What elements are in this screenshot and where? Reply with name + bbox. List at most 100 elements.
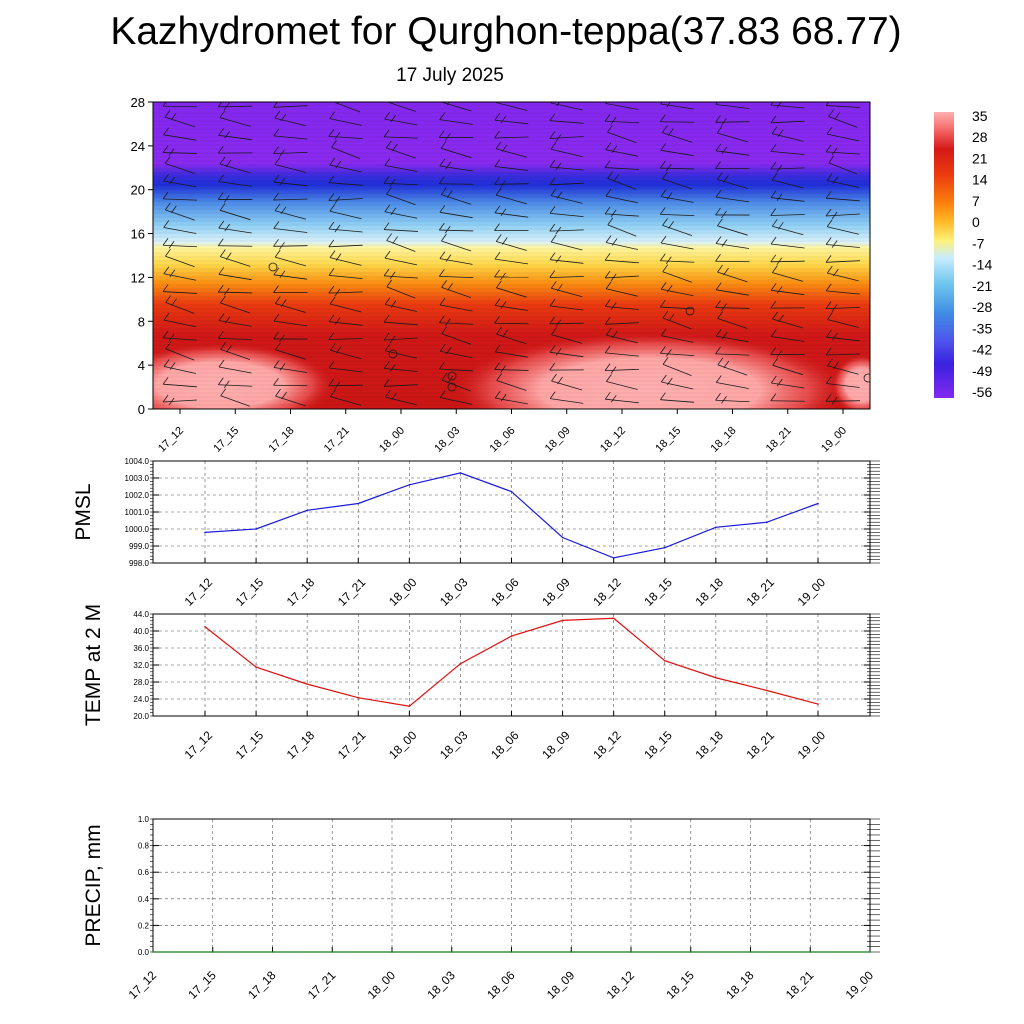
wind-barb [882,274,914,281]
wind-barb [884,256,913,267]
wind-barb-flag [110,156,115,163]
wind-barb [661,335,694,343]
wind-barb-flag [715,143,722,152]
wind-barb [771,133,804,142]
wind-barb-flag [218,220,225,229]
wind-barb-flag [279,242,285,250]
x-tick-label: 18_06 [488,575,522,609]
x-tick-label: 18_12 [590,575,624,609]
wind-barb [715,353,750,356]
wind-barb [770,150,805,156]
wind-barb [771,382,805,389]
wind-barb [331,147,361,159]
wind-barb-flag [444,225,451,234]
wind-barb [770,104,805,109]
wind-barb-flag [274,110,281,119]
wind-barb [770,167,805,170]
wind-barb-flag [881,395,886,402]
wind-barb [660,149,694,157]
wind-barb-flag [832,176,839,184]
wind-barb [881,384,915,387]
wind-barb [273,105,308,108]
wind-barb-flag [169,362,176,370]
x-tick-label: 19_00 [795,728,829,762]
wind-barb-flag [494,344,501,353]
wind-barb-flag [721,303,727,311]
colorbar-label: 35 [972,108,988,124]
wind-barb-flag [888,223,893,230]
wind-barb [828,116,858,128]
y-axis-label: PMSL [72,483,95,540]
wind-barb-flag [439,112,446,120]
wind-barb-flag [665,256,672,264]
wind-barb [384,304,418,312]
wind-barb-flag [220,388,227,396]
wind-barb-flag [770,102,774,106]
wind-barb-flag [884,156,889,163]
wind-barb-flag [716,125,723,134]
wind-barb-flag [329,343,336,351]
wind-barb-flag [715,161,721,169]
y-tick-label: 0.6 [138,868,150,877]
wind-barb-flag [776,257,783,266]
wind-barb-flag [273,267,280,276]
wind-barb-flag [611,238,618,246]
wind-barb [660,196,694,203]
wind-barb [218,227,252,234]
wind-barb-flag [329,157,336,166]
wind-barb-flag [827,312,833,320]
x-tick-label: 17_12 [182,575,216,609]
wind-barb-flag [881,284,886,291]
wind-barb [605,259,639,264]
wind-barb-flag [717,218,723,227]
wind-barb-flag [328,378,335,387]
colorbar-label: -21 [972,278,992,294]
wind-barb-flag [881,145,886,152]
wind-barb [441,147,472,159]
wind-barb-flag [275,388,281,397]
wind-barb [494,305,529,311]
wind-barb [549,182,584,186]
x-tick-label: 18_18 [723,968,757,1002]
wind-barb [163,319,197,328]
wind-barb [605,398,639,404]
wind-barb-flag [778,314,784,323]
wind-barb [219,117,251,127]
wind-barb-flag [660,346,666,354]
wind-barb-flag [776,286,783,294]
x-tick-label: 18_03 [437,575,471,609]
wind-barb-flag [224,223,231,232]
wind-barb [662,317,692,330]
wind-barb-flag [717,264,723,273]
wind-barb-flag [881,349,886,356]
wind-barb [386,193,416,206]
page-title: Kazhydromet for Qurghon-teppa(37.83 68.7… [110,10,902,53]
colorbar-label: 0 [972,214,980,230]
y-tick-label: 20 [131,183,145,198]
wind-barb [717,132,748,143]
wind-barb [660,167,695,170]
wind-barb-flag [825,144,832,153]
wind-barb-flag [715,115,721,123]
wind-barb-flag [715,375,722,383]
wind-barb [384,136,418,139]
wind-barb-flag [887,102,892,109]
wind-barb-flag [280,113,287,122]
wind-barb [881,245,915,247]
wind-barb-flag [776,193,783,201]
wind-barb [550,398,584,404]
wind-barb [384,165,418,172]
wind-barb-flag [662,357,669,365]
wind-barb-flag [330,389,336,397]
wind-barb-flag [555,134,562,142]
wind-barb-flag [662,264,669,272]
wind-barb [164,116,196,128]
wind-barb [386,240,416,252]
wind-barb-flag [114,380,119,387]
wind-barb-flag [217,192,224,200]
wind-barb [549,136,584,139]
wind-barb-flag [825,394,832,402]
wind-barb-flag [383,222,390,230]
wind-barb-flag [717,357,724,366]
wind-barb-flag [114,351,119,358]
